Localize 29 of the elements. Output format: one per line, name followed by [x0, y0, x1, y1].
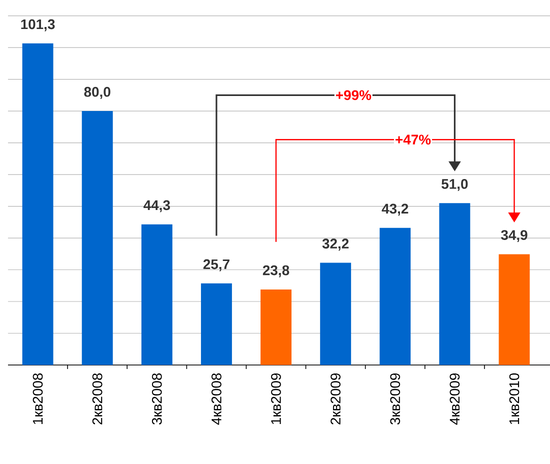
data-label: 25,7 [203, 259, 230, 272]
x-tick-label: 1кв2010 [509, 373, 520, 424]
x-tick-label: 2кв2008 [92, 373, 102, 424]
data-label: 43,2 [382, 204, 408, 216]
data-label: 51,0 [442, 178, 468, 191]
annotation: +99% [336, 90, 372, 100]
bar [439, 203, 470, 365]
x-tick-label: 3кв2008 [152, 373, 162, 425]
x-tick-label: 2кв2009 [330, 373, 341, 424]
x-tick-label: 4кв2009 [450, 373, 460, 425]
data-label: 101,3 [21, 19, 55, 32]
x-tick-label: 4кв2008 [212, 373, 222, 425]
x-tick-label: 1кв2009 [271, 373, 281, 424]
bar [200, 283, 232, 365]
data-label: 23,8 [262, 265, 290, 278]
bar [380, 228, 411, 365]
data-label: 34,9 [500, 230, 528, 242]
bar [498, 254, 530, 365]
x-tick-label: 1кв2008 [32, 373, 43, 424]
data-label: 80,0 [84, 86, 110, 99]
bar [82, 111, 113, 365]
bar [260, 289, 292, 365]
data-label: 44,3 [144, 200, 170, 212]
x-tick-label: 3кв2009 [390, 373, 400, 425]
annotation: +47% [396, 134, 431, 145]
bar [22, 43, 54, 365]
data-label: 32,2 [322, 238, 349, 251]
bar [320, 262, 352, 365]
bar [141, 224, 172, 365]
